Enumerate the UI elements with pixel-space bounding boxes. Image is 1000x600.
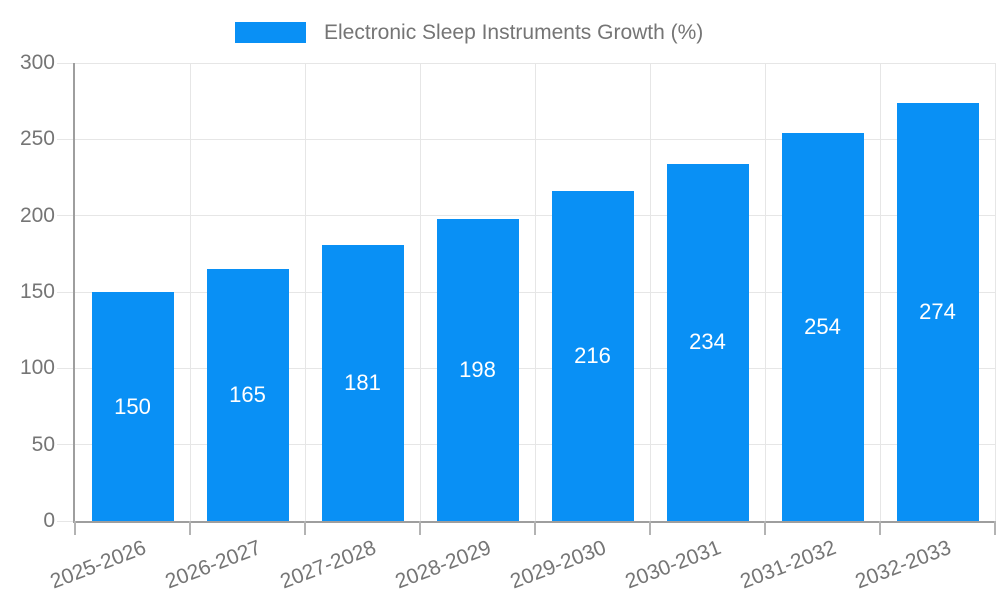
x-gridline — [304, 63, 306, 521]
chart-bar-2029-2030[interactable]: 216 — [551, 191, 634, 521]
y-tick-label: 100 — [19, 356, 55, 380]
x-tick-mark — [189, 521, 191, 535]
bar-value-label: 150 — [114, 393, 151, 419]
chart-bar-2032-2033[interactable]: 274 — [896, 102, 979, 521]
chart-bar-2026-2027[interactable]: 165 — [206, 269, 289, 521]
legend-item[interactable]: Electronic Sleep Instruments Growth (%) — [235, 22, 703, 43]
x-gridline — [994, 63, 996, 521]
x-tick-label: 2032-2033 — [851, 536, 954, 594]
x-tick-mark — [879, 521, 881, 535]
bar-value-label: 181 — [344, 369, 381, 395]
x-tick-label: 2027-2028 — [276, 536, 379, 594]
y-tick-label: 250 — [19, 127, 55, 151]
x-gridline — [419, 63, 421, 521]
y-tick-mark — [57, 444, 73, 446]
x-gridline — [649, 63, 651, 521]
y-tick-label: 200 — [19, 203, 55, 227]
chart-bar-2031-2032[interactable]: 254 — [781, 133, 864, 521]
x-tick-label: 2026-2027 — [161, 536, 264, 594]
bar-value-label: 198 — [459, 356, 496, 382]
x-tick-mark — [304, 521, 306, 535]
y-tick-mark — [57, 62, 73, 64]
x-tick-mark — [764, 521, 766, 535]
bar-value-label: 216 — [574, 343, 611, 369]
y-tick-mark — [57, 367, 73, 369]
bar-value-label: 234 — [689, 329, 726, 355]
legend-label: Electronic Sleep Instruments Growth (%) — [324, 21, 704, 44]
chart-bar-2025-2026[interactable]: 150 — [91, 292, 174, 521]
y-tick-label: 0 — [43, 509, 55, 532]
x-tick-label: 2025-2026 — [46, 536, 149, 594]
x-gridline — [879, 63, 881, 521]
x-gridline — [189, 63, 191, 521]
bar-value-label: 254 — [804, 314, 841, 340]
y-tick-label: 150 — [19, 280, 55, 303]
x-tick-label: 2029-2030 — [506, 536, 609, 594]
y-gridline — [75, 62, 995, 64]
chart-bar-2028-2029[interactable]: 198 — [436, 218, 519, 521]
bar-value-label: 165 — [229, 382, 266, 408]
plot-area: 0 50 100 150 200 250 300 150 2025-2026 165 2026-20… — [20, 51, 996, 593]
x-tick-mark — [994, 521, 996, 535]
y-tick-mark — [57, 291, 73, 293]
chart-bar-2030-2031[interactable]: 234 — [666, 163, 749, 521]
y-tick-label: 300 — [19, 51, 55, 74]
x-gridline — [764, 63, 766, 521]
x-gridline — [534, 63, 536, 521]
y-tick-label: 50 — [31, 432, 55, 456]
y-tick-mark — [57, 138, 73, 140]
x-tick-mark — [649, 521, 651, 535]
x-tick-mark — [534, 521, 536, 535]
bar-value-label: 274 — [919, 298, 956, 324]
legend-swatch — [235, 22, 306, 43]
x-tick-mark — [419, 521, 421, 535]
x-tick-label: 2028-2029 — [391, 536, 494, 594]
x-tick-label: 2030-2031 — [621, 536, 724, 594]
y-tick-mark — [57, 520, 73, 522]
y-tick-mark — [57, 215, 73, 217]
chart-bar-2027-2028[interactable]: 181 — [321, 244, 404, 521]
x-tick-mark — [74, 521, 76, 535]
x-tick-label: 2031-2032 — [736, 536, 839, 594]
